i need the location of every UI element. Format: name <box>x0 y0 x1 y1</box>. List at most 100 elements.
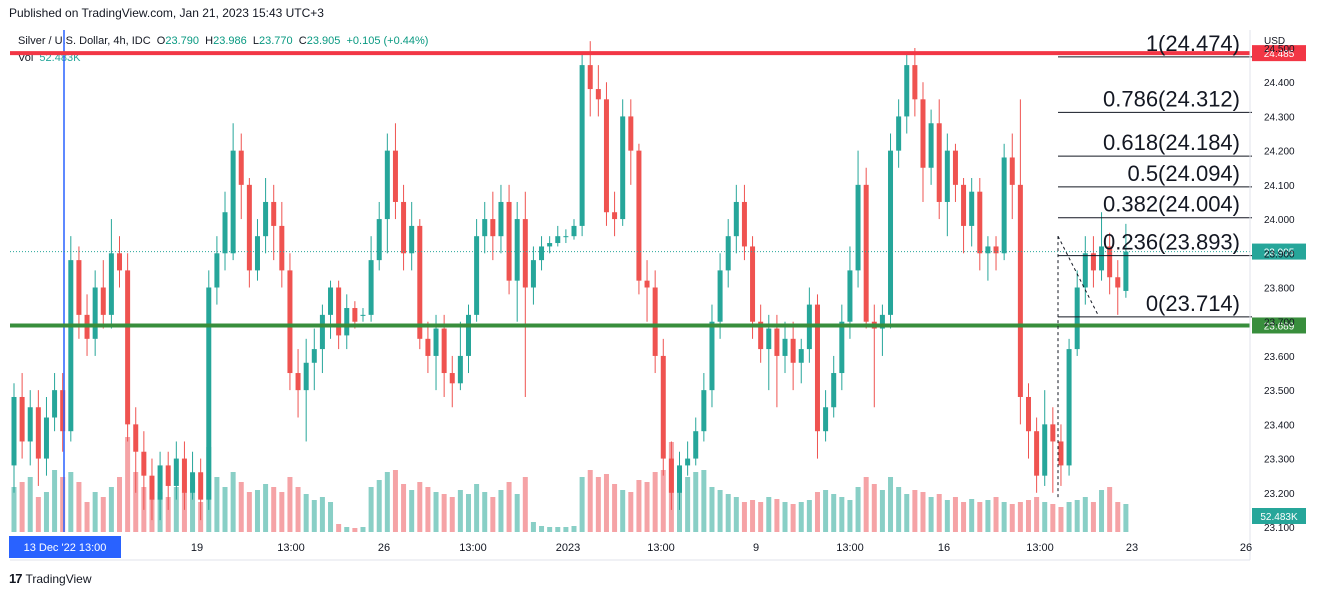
volume-bar <box>1074 500 1080 532</box>
volume-bar <box>936 494 942 532</box>
volume-bar <box>246 492 252 532</box>
volume-tag-label: 52.483K <box>1260 512 1298 523</box>
volume-bar <box>43 492 49 532</box>
close-value: 23.905 <box>306 35 341 47</box>
volume-bar <box>896 487 902 532</box>
volume-bar <box>839 497 845 532</box>
tradingview-logo-icon: 17 <box>9 571 23 586</box>
candle-body <box>246 184 252 271</box>
volume-bar <box>1034 497 1040 532</box>
candle-body <box>717 270 723 322</box>
candle-body <box>295 373 301 391</box>
volume-bar <box>628 492 634 532</box>
volume-bar <box>806 500 812 532</box>
volume-bar <box>814 492 820 532</box>
footer-brand[interactable]: 17 TradingView <box>9 571 92 586</box>
volume-bar <box>693 472 699 532</box>
candle-body <box>1058 441 1064 466</box>
y-tick-label: 23.400 <box>1264 420 1295 431</box>
y-tick-label: 23.300 <box>1264 455 1295 466</box>
volume-bar <box>230 472 236 532</box>
volume-bar <box>701 470 707 532</box>
volume-bar <box>100 497 106 532</box>
published-note: Published on TradingView.com, Jan 21, 20… <box>9 6 324 20</box>
volume-bar <box>766 497 772 532</box>
candle-body <box>108 253 114 315</box>
volume-bar <box>587 470 593 532</box>
volume-bar <box>263 484 269 532</box>
volume-bar <box>465 494 471 532</box>
volume-bar <box>758 502 764 532</box>
candle-body <box>409 225 415 254</box>
volume-bar <box>1090 502 1096 532</box>
candle-body <box>725 236 731 271</box>
candle-body <box>157 465 163 500</box>
x-tick-label: 9 <box>753 542 759 554</box>
volume-bar <box>319 497 325 532</box>
y-tick-label: 23.800 <box>1264 284 1295 295</box>
volume-bar <box>68 472 74 532</box>
last-price-tag <box>1252 243 1306 260</box>
volume-bar <box>328 502 334 532</box>
volume-bar <box>271 487 277 532</box>
candle-body <box>904 65 910 117</box>
low-value: 23.770 <box>258 35 293 47</box>
volume-bar <box>677 484 683 532</box>
candle-body <box>644 280 650 288</box>
candle-body <box>547 243 553 247</box>
open-label: O <box>156 35 166 47</box>
candle-body <box>287 270 293 374</box>
candle-body <box>555 236 561 244</box>
volume-bar <box>279 492 285 532</box>
symbol-title[interactable]: Silver / U.S. Dollar, 4h, IDC <box>18 35 151 47</box>
candle-body <box>190 472 196 493</box>
volume-bar <box>644 482 650 532</box>
volume-bar <box>84 502 90 532</box>
candle-body <box>92 287 98 339</box>
candle-body <box>806 304 812 350</box>
candle-body <box>76 260 82 315</box>
candle-body <box>863 184 869 322</box>
candle-body <box>125 270 131 425</box>
x-tick-label: 23 <box>1126 542 1138 554</box>
volume-bar <box>149 490 155 532</box>
volume-bar <box>376 480 382 532</box>
candle-body <box>328 287 334 315</box>
crosshair-time-tag <box>9 536 121 558</box>
candle-body <box>839 321 845 374</box>
volume-bar <box>595 477 601 532</box>
volume-bar <box>35 497 41 532</box>
volume-bar <box>620 490 626 532</box>
volume-legend: Vol 52.483K <box>18 52 80 64</box>
candle-body <box>214 253 220 288</box>
volume-bar <box>977 502 983 532</box>
candle-body <box>336 287 342 336</box>
high-label: H <box>205 35 214 47</box>
candle-body <box>774 328 780 356</box>
candle-body <box>474 236 480 315</box>
volume-bar <box>409 490 415 532</box>
volume-bar <box>141 487 147 532</box>
candle-body <box>11 396 17 466</box>
candle-body <box>758 321 764 350</box>
y-tick-label: 23.700 <box>1264 318 1295 329</box>
volume-bar <box>238 482 244 532</box>
y-tick-label: 24.400 <box>1264 78 1295 89</box>
volume-bar <box>384 472 390 532</box>
candle-body <box>498 201 504 237</box>
candle-body <box>60 390 66 432</box>
volume-bar <box>514 494 520 532</box>
volume-bar <box>60 477 66 532</box>
candle-body <box>896 116 902 151</box>
candles-layer <box>11 41 1129 521</box>
candle-body <box>920 99 926 168</box>
volume-bar <box>530 522 536 532</box>
volume-bar <box>668 442 674 532</box>
volume-bar <box>522 477 528 532</box>
volume-bar <box>920 492 926 532</box>
volume-bar <box>1017 502 1023 532</box>
volume-bar <box>1009 504 1015 532</box>
open-value: 23.790 <box>165 35 199 47</box>
